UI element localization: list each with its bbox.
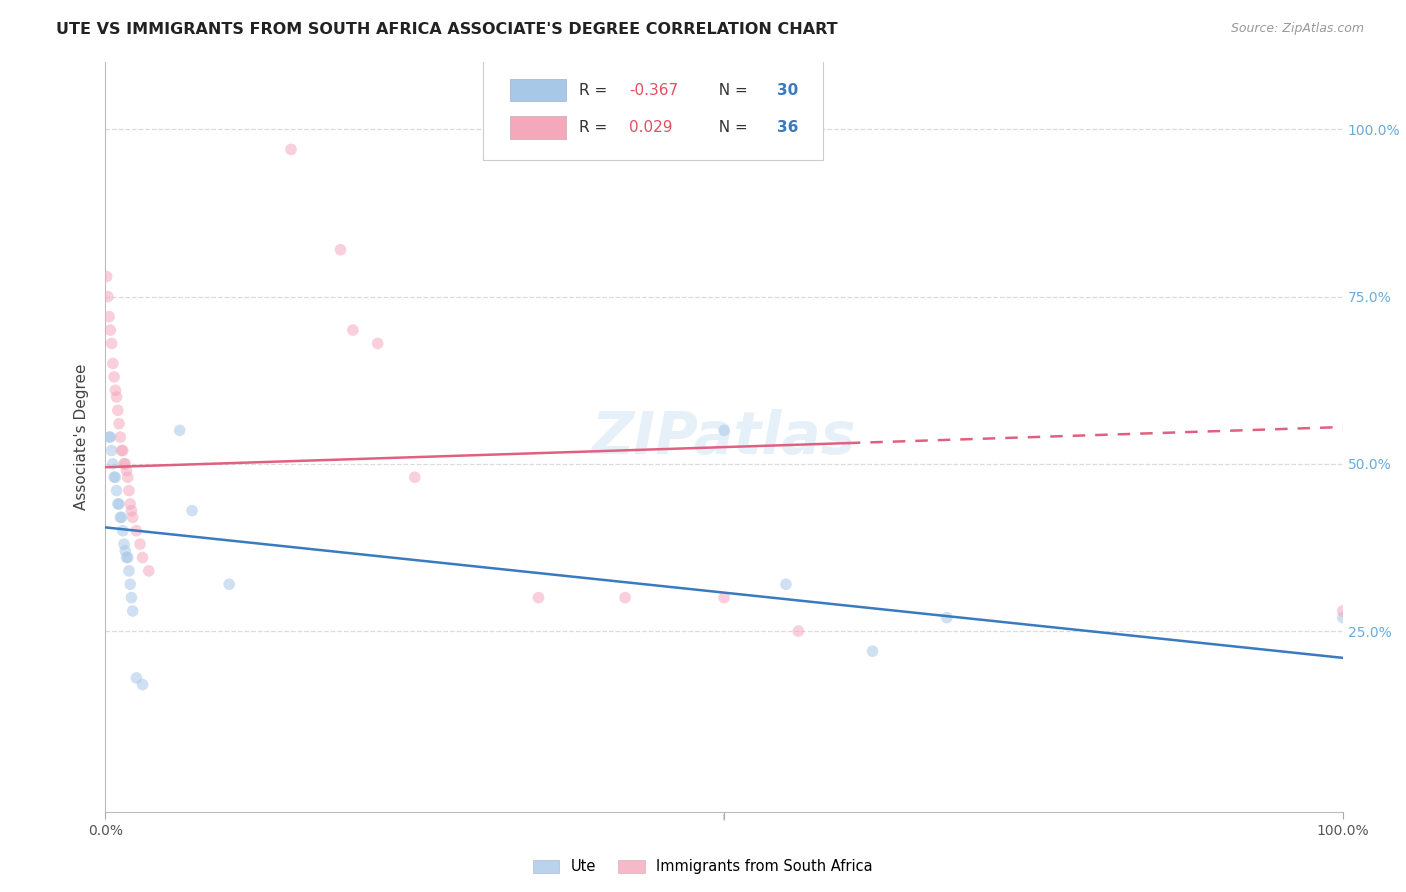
Text: N =: N =	[709, 120, 752, 135]
Text: UTE VS IMMIGRANTS FROM SOUTH AFRICA ASSOCIATE'S DEGREE CORRELATION CHART: UTE VS IMMIGRANTS FROM SOUTH AFRICA ASSO…	[56, 22, 838, 37]
Point	[787, 624, 810, 639]
Point	[169, 424, 191, 438]
Point	[100, 336, 122, 351]
Point	[775, 577, 797, 591]
Point	[111, 524, 134, 538]
Point	[98, 430, 121, 444]
Text: R =: R =	[579, 83, 613, 97]
Y-axis label: Associate's Degree: Associate's Degree	[75, 364, 90, 510]
Text: Source: ZipAtlas.com: Source: ZipAtlas.com	[1230, 22, 1364, 36]
Point	[862, 644, 884, 658]
Point	[117, 550, 139, 565]
Point	[107, 403, 129, 417]
Text: 30: 30	[778, 83, 799, 97]
Point	[181, 503, 204, 517]
Point	[112, 537, 135, 551]
Point	[713, 424, 735, 438]
Point	[614, 591, 637, 605]
Legend: Ute, Immigrants from South Africa: Ute, Immigrants from South Africa	[527, 854, 879, 880]
Point	[125, 524, 148, 538]
Point	[527, 591, 550, 605]
Point	[131, 550, 153, 565]
Point	[101, 457, 124, 471]
Point	[114, 544, 136, 558]
Point	[404, 470, 426, 484]
Point	[105, 390, 128, 404]
FancyBboxPatch shape	[510, 78, 565, 102]
Point	[1331, 611, 1354, 625]
Point	[117, 470, 139, 484]
Point	[114, 457, 136, 471]
Point	[105, 483, 128, 498]
Point	[100, 443, 122, 458]
Point	[342, 323, 364, 337]
Point	[110, 510, 132, 524]
Point	[115, 550, 138, 565]
Point	[120, 497, 142, 511]
Point	[120, 577, 142, 591]
Text: N =: N =	[709, 83, 752, 97]
Point	[97, 290, 120, 304]
Point	[100, 430, 122, 444]
Point	[118, 483, 141, 498]
Text: 36: 36	[778, 120, 799, 135]
FancyBboxPatch shape	[510, 116, 565, 139]
Point	[104, 470, 127, 484]
Point	[100, 323, 122, 337]
Point	[138, 564, 160, 578]
Point	[121, 604, 143, 618]
Point	[98, 310, 121, 324]
Point	[108, 417, 131, 431]
Point	[104, 384, 127, 398]
Text: 0.029: 0.029	[628, 120, 672, 135]
Point	[108, 497, 131, 511]
Point	[120, 503, 142, 517]
Text: ZIPatlas: ZIPatlas	[592, 409, 856, 466]
Point	[103, 370, 125, 384]
Text: -0.367: -0.367	[628, 83, 678, 97]
Point	[112, 457, 135, 471]
Point	[101, 356, 124, 371]
Point	[218, 577, 240, 591]
Point	[329, 243, 352, 257]
FancyBboxPatch shape	[482, 59, 823, 160]
Point	[96, 269, 118, 284]
Point	[367, 336, 389, 351]
Point	[129, 537, 152, 551]
Point	[118, 564, 141, 578]
Point	[107, 497, 129, 511]
Text: R =: R =	[579, 120, 617, 135]
Point	[120, 591, 142, 605]
Point	[111, 443, 134, 458]
Point	[131, 678, 153, 692]
Point	[110, 510, 132, 524]
Point	[103, 470, 125, 484]
Point	[1331, 604, 1354, 618]
Point	[110, 443, 132, 458]
Point	[121, 510, 143, 524]
Point	[935, 611, 957, 625]
Point	[280, 143, 302, 157]
Point	[125, 671, 148, 685]
Point	[110, 430, 132, 444]
Point	[713, 591, 735, 605]
Point	[115, 464, 138, 478]
